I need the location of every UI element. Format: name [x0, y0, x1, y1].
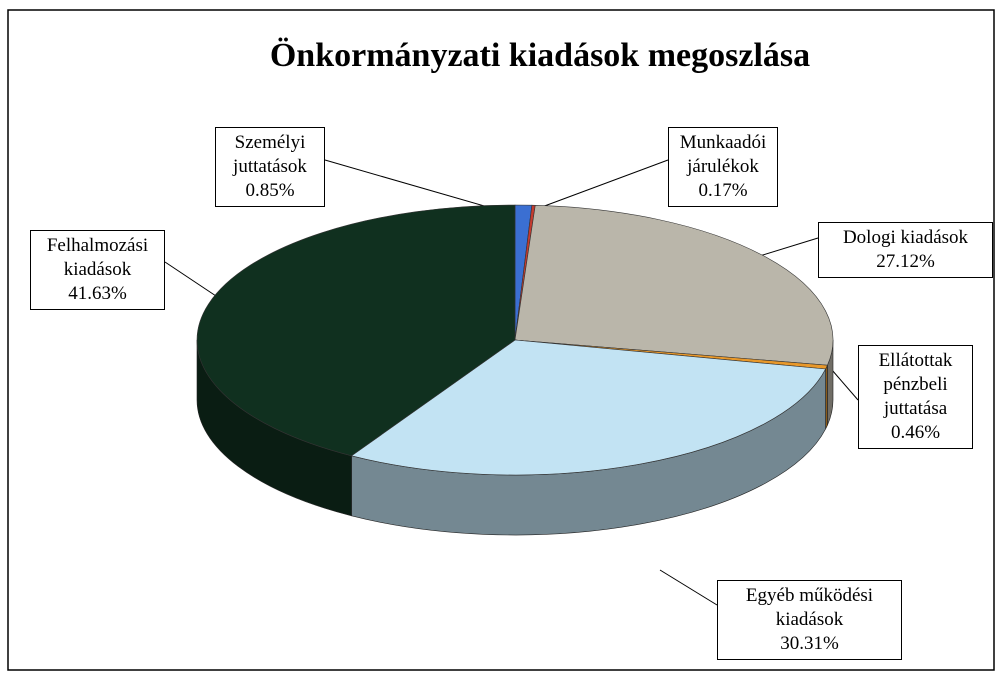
category: Személyi juttatások — [233, 132, 307, 177]
data-label: Munkaadói járulékok 0.17% — [668, 127, 778, 207]
category: Ellátottak pénzbeli juttatása — [878, 350, 953, 419]
data-label: Személyi juttatások 0.85% — [215, 127, 325, 207]
category: Munkaadói járulékok — [679, 132, 767, 177]
category: Dologi kiadások — [842, 227, 969, 248]
data-label: Ellátottak pénzbeli juttatása 0.46% — [858, 345, 973, 449]
value-label: 0.17% — [698, 180, 748, 201]
data-label: Dologi kiadások 27.12% — [818, 222, 993, 278]
value-label: 41.63% — [68, 283, 127, 304]
leader-line — [324, 159, 513, 215]
slice — [350, 339, 827, 476]
value-label: 0.85% — [245, 180, 295, 201]
slice — [196, 204, 516, 457]
leader-line — [831, 369, 859, 401]
leader-line — [522, 159, 669, 215]
category: Egyéb működési kiadások — [745, 585, 874, 630]
value-label: 30.31% — [780, 633, 839, 654]
leader-line — [164, 261, 223, 301]
category: Felhalmozási kiadások — [46, 235, 149, 280]
pie-tops — [196, 204, 834, 476]
slice — [514, 204, 834, 366]
data-label: Egyéb működési kiadások 30.31% — [717, 580, 902, 660]
value-label: 0.46% — [890, 422, 941, 443]
leader-line — [659, 569, 718, 606]
leader-lines — [164, 159, 859, 606]
data-label: Felhalmozási kiadások 41.63% — [30, 230, 165, 310]
value-label: 27.12% — [876, 251, 935, 272]
chart-title: Önkormányzati kiadások megoszlása — [270, 37, 810, 74]
